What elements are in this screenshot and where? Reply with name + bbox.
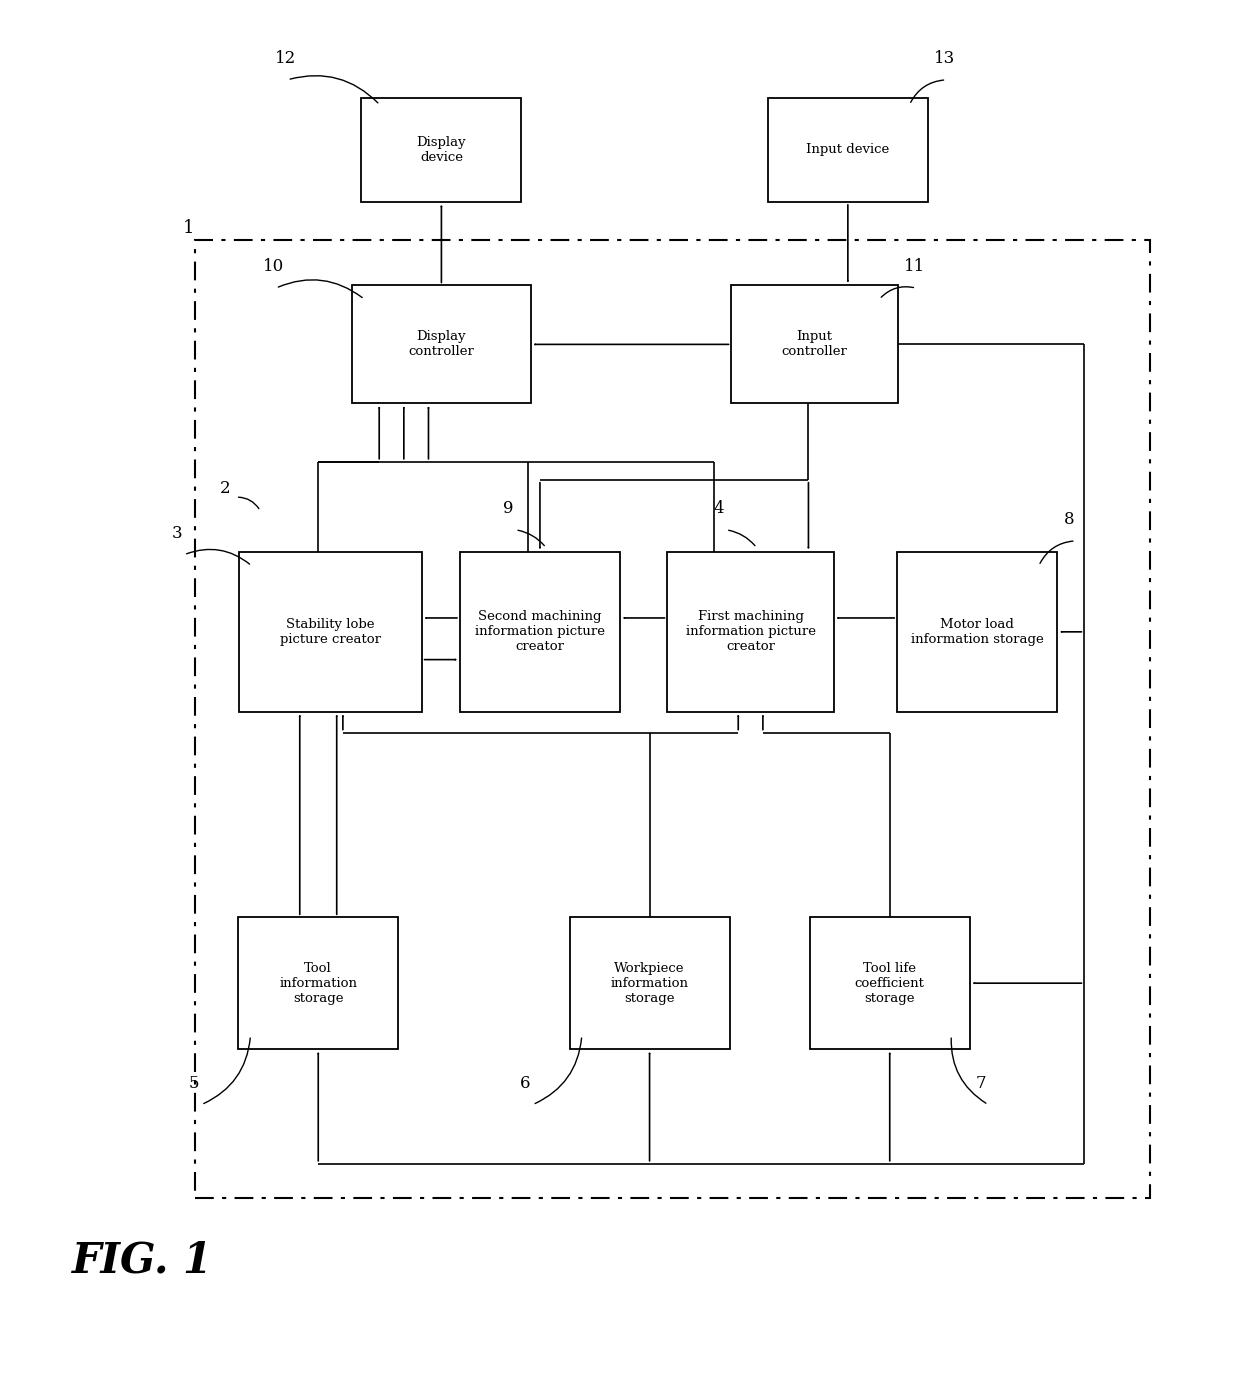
Bar (238, 918, 398, 1049)
Text: Workpiece
information
storage: Workpiece information storage (610, 961, 688, 1004)
Text: Tool
information
storage: Tool information storage (279, 961, 357, 1004)
Text: 12: 12 (275, 50, 296, 67)
Text: Display
controller: Display controller (408, 330, 475, 359)
Bar (352, 285, 531, 404)
Bar (239, 552, 422, 711)
Text: 9: 9 (503, 500, 513, 517)
Bar (195, 240, 1149, 1199)
Bar (897, 552, 1058, 711)
Text: 1: 1 (182, 219, 195, 237)
Bar (361, 98, 522, 203)
Text: 5: 5 (188, 1076, 200, 1092)
Text: 7: 7 (976, 1076, 987, 1092)
Text: FIG. 1: FIG. 1 (72, 1241, 213, 1282)
Text: Tool life
coefficient
storage: Tool life coefficient storage (854, 961, 925, 1004)
Bar (810, 918, 970, 1049)
Text: 4: 4 (713, 500, 724, 517)
Bar (569, 918, 729, 1049)
Text: 10: 10 (263, 258, 285, 275)
Text: Input
controller: Input controller (781, 330, 848, 359)
Text: 3: 3 (171, 525, 182, 542)
Text: Stability lobe
picture creator: Stability lobe picture creator (280, 617, 381, 645)
Text: Motor load
information storage: Motor load information storage (911, 617, 1044, 645)
Text: Input device: Input device (806, 144, 889, 156)
Text: 8: 8 (1064, 511, 1074, 528)
Bar (732, 285, 898, 404)
Text: 13: 13 (934, 50, 955, 67)
Text: Display
device: Display device (417, 136, 466, 163)
Bar (667, 552, 833, 711)
Text: Second machining
information picture
creator: Second machining information picture cre… (475, 610, 605, 654)
Text: 6: 6 (521, 1076, 531, 1092)
Text: 11: 11 (904, 258, 925, 275)
Text: 2: 2 (219, 481, 231, 497)
Bar (460, 552, 620, 711)
Bar (768, 98, 928, 203)
Text: First machining
information picture
creator: First machining information picture crea… (686, 610, 816, 654)
